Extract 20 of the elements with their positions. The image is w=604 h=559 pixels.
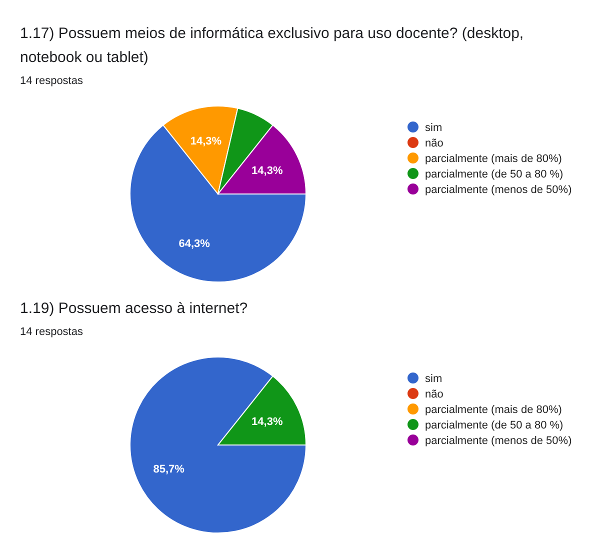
chart-title: 1.17) Possuem meios de informática exclusivo para uso docente? (desktop, notebook ou tablet) [20, 25, 524, 66]
legend-label: não [425, 388, 444, 400]
legend-label: sim [425, 372, 442, 385]
legend-label: parcialmente (menos de 50%) [425, 184, 572, 196]
data-label: 64,3% [178, 238, 210, 250]
legend-label: não [425, 137, 444, 150]
chart-title: 1.19) Possuem acesso à internet? [20, 300, 248, 317]
legend-label: parcialmente (menos de 50%) [425, 434, 572, 447]
data-label: 85,7% [153, 464, 185, 476]
chart-subtitle: 14 respostas [20, 75, 84, 87]
legend-label: sim [425, 122, 442, 134]
legend-label: parcialmente (de 50 a 80 %) [425, 419, 564, 432]
chart-subtitle: 14 respostas [20, 326, 84, 338]
data-label: 14,3% [252, 416, 283, 428]
data-label: 14,3% [252, 165, 283, 178]
legend-label: parcialmente (mais de 80%) [425, 152, 562, 165]
data-label: 14,3% [190, 136, 222, 148]
legend-label: parcialmente (mais de 80%) [425, 404, 562, 416]
pie-slice [130, 356, 306, 534]
legend-label: parcialmente (de 50 a 80 %) [425, 168, 564, 180]
